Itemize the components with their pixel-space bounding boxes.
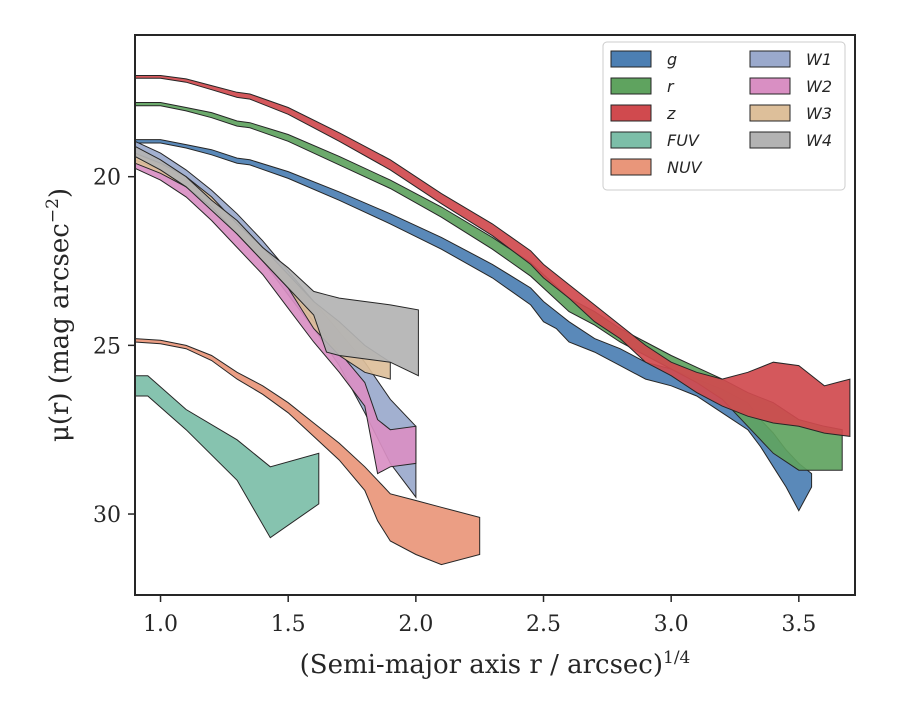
legend-swatch [610,77,652,95]
legend-item-w3: W3 [749,104,832,123]
series-band-r [134,102,843,471]
x-tick-label: 3.5 [781,612,816,637]
x-tick-label: 3.0 [654,612,689,637]
legend-item-r: r [610,77,675,96]
legend-label: g [667,50,677,69]
series-band-nuv [134,338,481,566]
legend-swatch [610,131,652,149]
legend-label: NUV [667,158,703,177]
legend-swatch [610,158,652,176]
legend-label: FUV [667,131,700,150]
series-band-fuv [134,375,320,539]
legend-label: W3 [806,104,832,123]
legend-swatch [610,50,652,68]
legend-label: z [666,104,676,123]
legend-item-fuv: FUV [610,131,700,150]
legend-label: W1 [806,50,832,69]
legend-swatch [749,50,791,68]
legend-swatch [749,131,791,149]
legend-item-w1: W1 [749,50,832,69]
y-axis-label: μ(r) (mag arcsec−2) [43,188,75,442]
plot-frame [134,34,856,596]
legend: grz FUV NUV W1 W2 W3 W4 [602,41,846,191]
series-band-w4 [134,145,419,377]
x-axis-label: (Semi-major axis r / arcsec)1/4 [300,648,691,680]
y-tick-label: 25 [93,334,121,359]
x-tick-label: 1.0 [143,612,178,637]
x-tick-label: 2.5 [526,612,561,637]
legend-item-w4: W4 [749,131,832,150]
x-tick-label: 2.0 [398,612,433,637]
series-band-z [134,75,851,437]
legend-item-z: z [610,104,676,123]
series-layer [134,75,851,566]
legend-item-g: g [610,50,677,69]
ticks-layer: 1.0 1.5 2.0 2.5 3.0 3.5 20 25 30 [93,166,816,637]
legend-item-nuv: NUV [610,158,703,177]
legend-label: W2 [806,77,832,96]
legend-swatch [610,104,652,122]
legend-label: W4 [806,131,832,150]
legend-swatch [749,77,791,95]
x-tick-label: 1.5 [271,612,306,637]
series-band-g [134,139,813,512]
legend-item-w2: W2 [749,77,832,96]
legend-swatch [749,104,791,122]
y-tick-label: 30 [93,503,121,528]
y-tick-label: 20 [93,166,121,191]
legend-label: r [667,77,675,96]
